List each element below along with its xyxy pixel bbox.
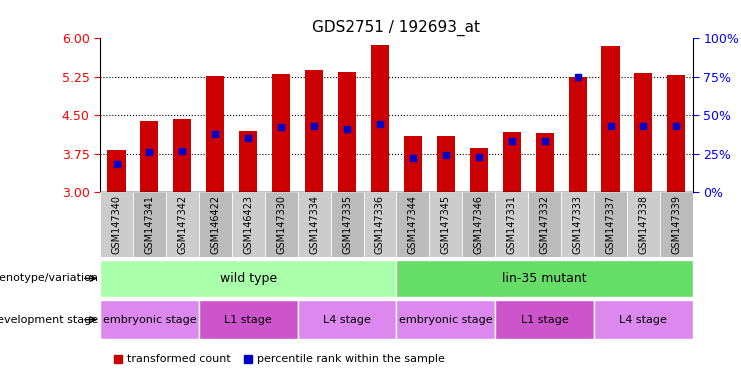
Text: percentile rank within the sample: percentile rank within the sample xyxy=(257,354,445,364)
Bar xyxy=(536,132,554,192)
Bar xyxy=(429,192,462,257)
Text: GSM147333: GSM147333 xyxy=(573,195,582,254)
Bar xyxy=(396,192,429,257)
Text: GSM147345: GSM147345 xyxy=(441,195,451,254)
Bar xyxy=(107,150,125,192)
Text: GSM147342: GSM147342 xyxy=(177,195,187,254)
Bar xyxy=(272,74,290,192)
Bar xyxy=(396,260,693,297)
Bar xyxy=(462,192,495,257)
Bar xyxy=(528,192,561,257)
Text: L1 stage: L1 stage xyxy=(521,314,568,325)
Text: L4 stage: L4 stage xyxy=(619,314,668,325)
Text: GSM147346: GSM147346 xyxy=(473,195,484,254)
Bar xyxy=(206,76,225,192)
Bar xyxy=(495,192,528,257)
Text: L4 stage: L4 stage xyxy=(323,314,371,325)
Text: lin-35 mutant: lin-35 mutant xyxy=(502,272,587,285)
Text: GSM146423: GSM146423 xyxy=(243,195,253,254)
Bar xyxy=(305,70,323,192)
Title: GDS2751 / 192693_at: GDS2751 / 192693_at xyxy=(313,20,480,36)
Text: GSM147330: GSM147330 xyxy=(276,195,286,254)
Bar xyxy=(470,148,488,192)
Bar xyxy=(364,192,396,257)
Text: development stage: development stage xyxy=(0,314,98,325)
Text: GSM147341: GSM147341 xyxy=(144,195,154,254)
Text: transformed count: transformed count xyxy=(127,354,230,364)
Text: GSM147331: GSM147331 xyxy=(507,195,516,254)
Text: L1 stage: L1 stage xyxy=(225,314,272,325)
Bar xyxy=(627,192,660,257)
Bar xyxy=(140,121,159,192)
Bar xyxy=(338,72,356,192)
Bar xyxy=(371,45,389,192)
Bar xyxy=(100,300,199,339)
Bar xyxy=(330,192,364,257)
Bar xyxy=(568,77,587,192)
Bar xyxy=(239,131,257,192)
Text: GSM147340: GSM147340 xyxy=(111,195,122,254)
Text: wild type: wild type xyxy=(219,272,277,285)
Text: GSM147344: GSM147344 xyxy=(408,195,418,254)
Bar xyxy=(298,300,396,339)
Bar xyxy=(404,136,422,192)
Text: embryonic stage: embryonic stage xyxy=(102,314,196,325)
Bar xyxy=(265,192,298,257)
Text: GSM147338: GSM147338 xyxy=(639,195,648,254)
Bar xyxy=(602,46,619,192)
Text: embryonic stage: embryonic stage xyxy=(399,314,493,325)
Bar xyxy=(594,192,627,257)
Bar xyxy=(173,119,191,192)
Text: GSM146422: GSM146422 xyxy=(210,195,220,254)
Bar xyxy=(502,132,521,192)
Text: GSM147339: GSM147339 xyxy=(671,195,682,254)
Bar xyxy=(133,192,166,257)
Bar xyxy=(232,192,265,257)
Text: GSM147337: GSM147337 xyxy=(605,195,616,254)
Bar xyxy=(668,75,685,192)
Bar xyxy=(100,260,396,297)
Bar xyxy=(199,192,232,257)
Bar xyxy=(495,300,594,339)
Bar xyxy=(561,192,594,257)
Text: GSM147332: GSM147332 xyxy=(539,195,550,254)
Bar xyxy=(298,192,330,257)
Bar xyxy=(166,192,199,257)
Bar xyxy=(100,192,133,257)
Text: GSM147335: GSM147335 xyxy=(342,195,352,254)
Bar xyxy=(199,300,298,339)
Text: GSM147336: GSM147336 xyxy=(375,195,385,254)
Text: GSM147334: GSM147334 xyxy=(309,195,319,254)
Bar xyxy=(634,73,653,192)
Bar xyxy=(660,192,693,257)
Bar xyxy=(396,300,495,339)
Bar xyxy=(436,136,455,192)
Bar xyxy=(594,300,693,339)
Text: genotype/variation: genotype/variation xyxy=(0,273,98,283)
